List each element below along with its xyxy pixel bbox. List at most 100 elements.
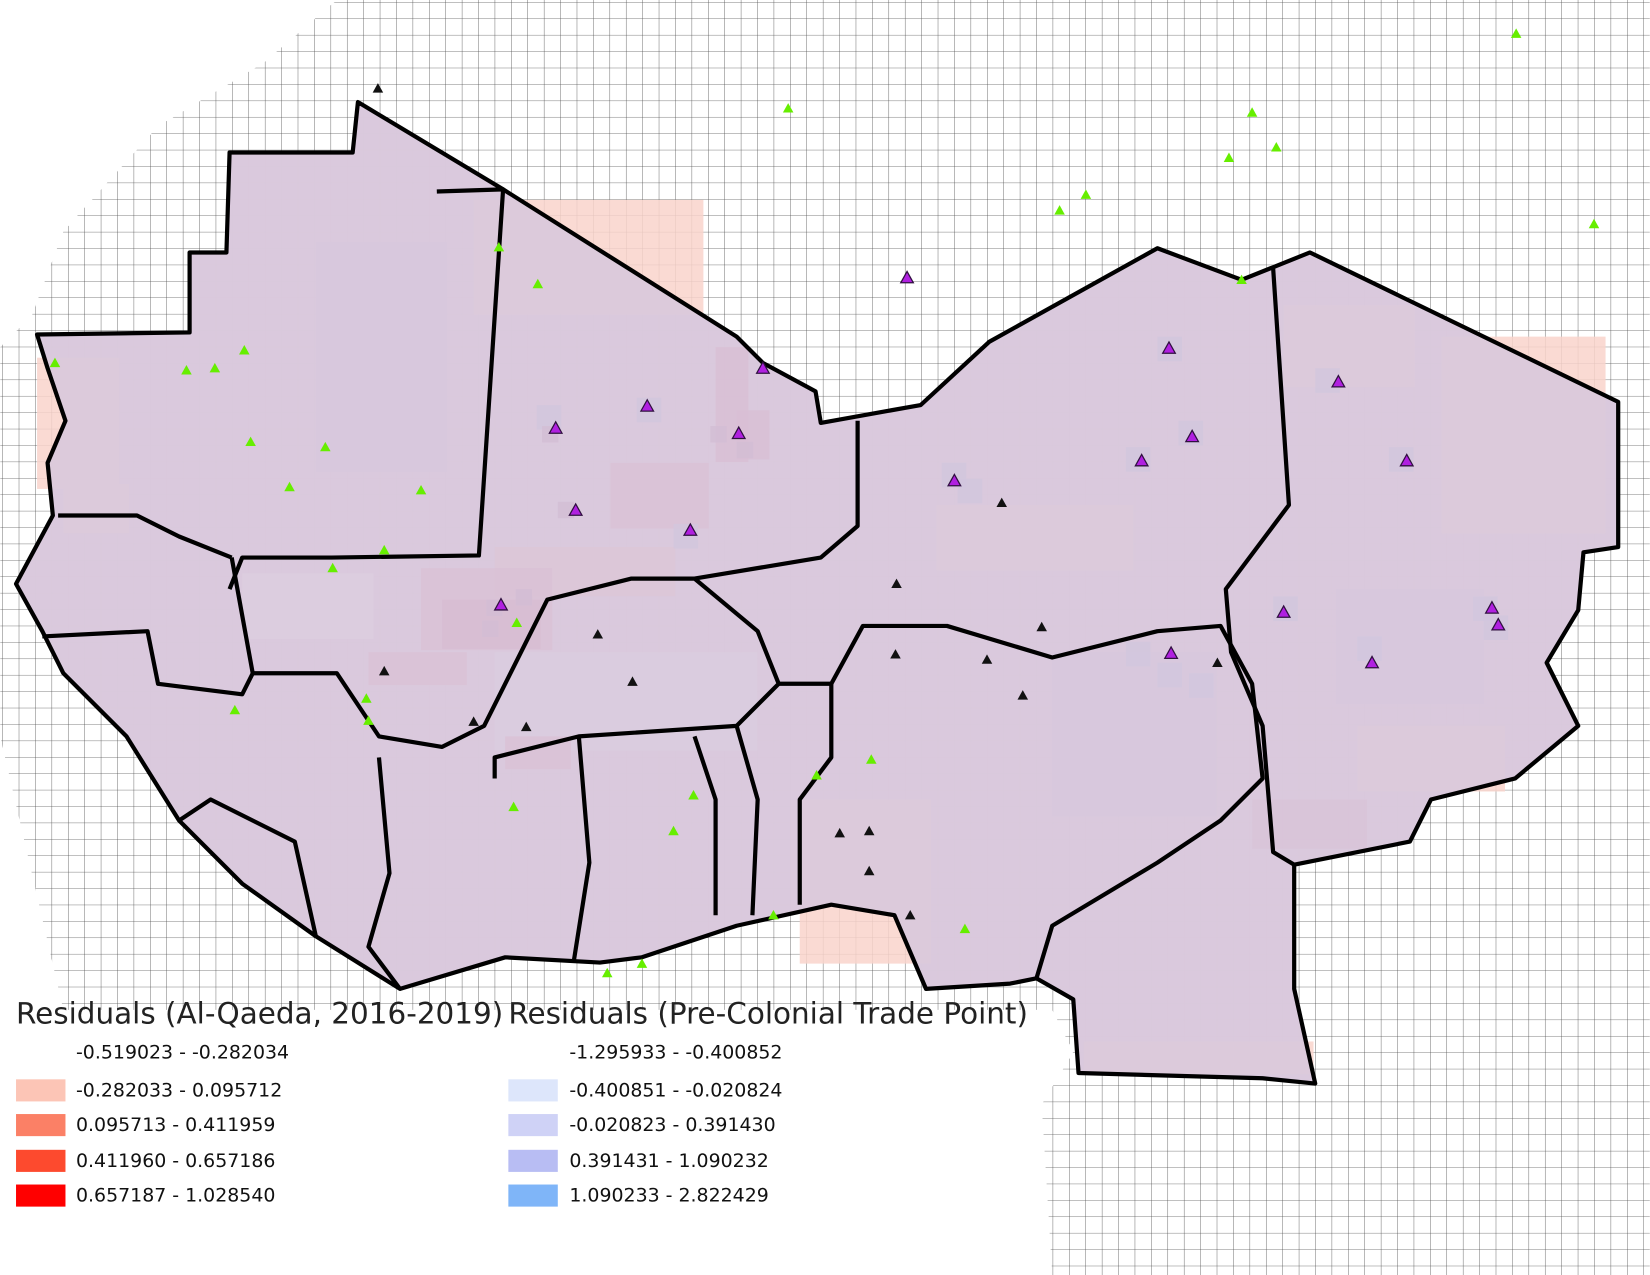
legend-label: 0.391431 - 1.090232: [569, 1150, 768, 1172]
legend-swatch: [508, 1149, 558, 1172]
green-triangle: [245, 436, 256, 447]
green-triangle: [361, 693, 372, 703]
niger-west-border: [694, 420, 860, 581]
black-triangle: [378, 665, 390, 676]
purple-triangle: [731, 425, 747, 440]
mali-border: [227, 187, 506, 590]
black-triangle: [468, 716, 479, 726]
black-triangle: [996, 497, 1007, 508]
purple-triangle: [548, 420, 564, 434]
legend-label: 1.090233 - 2.822429: [569, 1185, 768, 1207]
markers: [49, 28, 1600, 978]
green-triangle: [1080, 189, 1092, 199]
green-triangle: [1223, 152, 1235, 163]
ghana-border: [692, 735, 718, 916]
purple-triangle: [755, 360, 771, 374]
legend-swatch: [16, 1149, 66, 1172]
legend-label: 0.411960 - 0.657186: [76, 1150, 275, 1172]
purple-triangle: [1364, 655, 1380, 669]
purple-triangle: [1490, 617, 1506, 631]
green-triangle: [1588, 218, 1600, 229]
purple-triangle: [1134, 453, 1150, 467]
green-triangle: [959, 923, 971, 934]
legend-label: 0.657187 - 1.028540: [76, 1185, 275, 1207]
legend-title: Residuals (Pre-Colonial Trade Point): [508, 997, 1028, 1031]
legend-label: 0.095713 - 0.411959: [76, 1114, 275, 1136]
black-triangle: [627, 676, 638, 686]
burkina-border: [229, 557, 781, 779]
purple-triangle: [1184, 428, 1200, 443]
green-triangle: [668, 825, 679, 836]
green-triangle: [508, 801, 519, 812]
purple-triangle: [1276, 604, 1292, 618]
green-triangle: [363, 715, 374, 725]
legend-swatch: [16, 1114, 66, 1137]
benin-border: [778, 681, 834, 905]
legend-swatch: [508, 1184, 558, 1207]
black-triangle: [863, 825, 875, 836]
gambia-border: [42, 629, 255, 697]
togo-border: [734, 725, 760, 916]
purple-triangle: [1163, 645, 1179, 659]
chad-border: [1223, 268, 1296, 867]
black-triangle: [1017, 690, 1029, 700]
black-triangle: [592, 629, 604, 639]
black-triangle: [890, 649, 901, 659]
black-triangle: [372, 83, 384, 93]
sierra-border: [177, 797, 318, 937]
green-triangle: [688, 790, 699, 800]
green-triangle: [239, 345, 250, 355]
legend-swatch: [508, 1114, 558, 1137]
green-triangle: [209, 362, 221, 373]
green-triangle: [320, 441, 331, 452]
legend-label: -1.295933 - -0.400852: [569, 1042, 782, 1064]
country-borders: [16, 102, 1618, 1083]
green-triangle: [378, 544, 390, 555]
green-triangle: [415, 484, 427, 495]
green-triangle: [49, 357, 61, 368]
green-triangle: [181, 365, 192, 375]
purple-triangle: [1484, 600, 1500, 614]
legend-swatch: [508, 1079, 558, 1102]
green-triangle: [327, 562, 338, 573]
black-triangle: [834, 827, 845, 838]
ivory-border: [571, 736, 592, 963]
green-triangle: [532, 278, 544, 289]
legend-swatch: [16, 1184, 66, 1207]
legend-swatch: [508, 1041, 558, 1064]
green-triangle: [493, 241, 505, 252]
green-triangle: [636, 958, 648, 968]
senegal-border: [58, 513, 233, 560]
legend: Residuals (Al-Qaeda, 2016-2019) Residual…: [16, 997, 1028, 1207]
green-triangle: [601, 967, 613, 978]
purple-triangle: [639, 398, 655, 412]
purple-triangle: [947, 473, 962, 487]
black-triangle: [863, 865, 875, 876]
green-triangle: [511, 617, 523, 627]
legend-title: Residuals (Al-Qaeda, 2016-2019): [16, 997, 503, 1031]
green-triangle: [866, 754, 877, 764]
purple-triangle: [568, 502, 584, 516]
guinea-border: [366, 757, 402, 991]
black-triangle: [1212, 657, 1223, 667]
purple-triangle: [1161, 340, 1177, 354]
purple-triangle: [1330, 374, 1346, 388]
green-triangle: [1236, 274, 1247, 285]
nigeria-border: [829, 623, 1265, 979]
black-triangle: [981, 654, 993, 664]
green-triangle: [1246, 107, 1258, 117]
green-triangle: [1054, 205, 1065, 215]
legend-label: -0.282033 - 0.095712: [76, 1079, 282, 1101]
legend-swatch: [16, 1041, 66, 1064]
black-triangle: [520, 721, 532, 732]
green-triangle: [1510, 28, 1522, 38]
black-triangle: [1036, 621, 1047, 632]
green-triangle: [768, 909, 779, 920]
green-triangle: [229, 704, 241, 715]
purple-triangle: [493, 597, 509, 611]
purple-triangle: [899, 270, 915, 284]
green-triangle: [1271, 142, 1282, 152]
legend-label: -0.400851 - -0.020824: [569, 1079, 782, 1101]
legend-swatch: [16, 1079, 66, 1102]
